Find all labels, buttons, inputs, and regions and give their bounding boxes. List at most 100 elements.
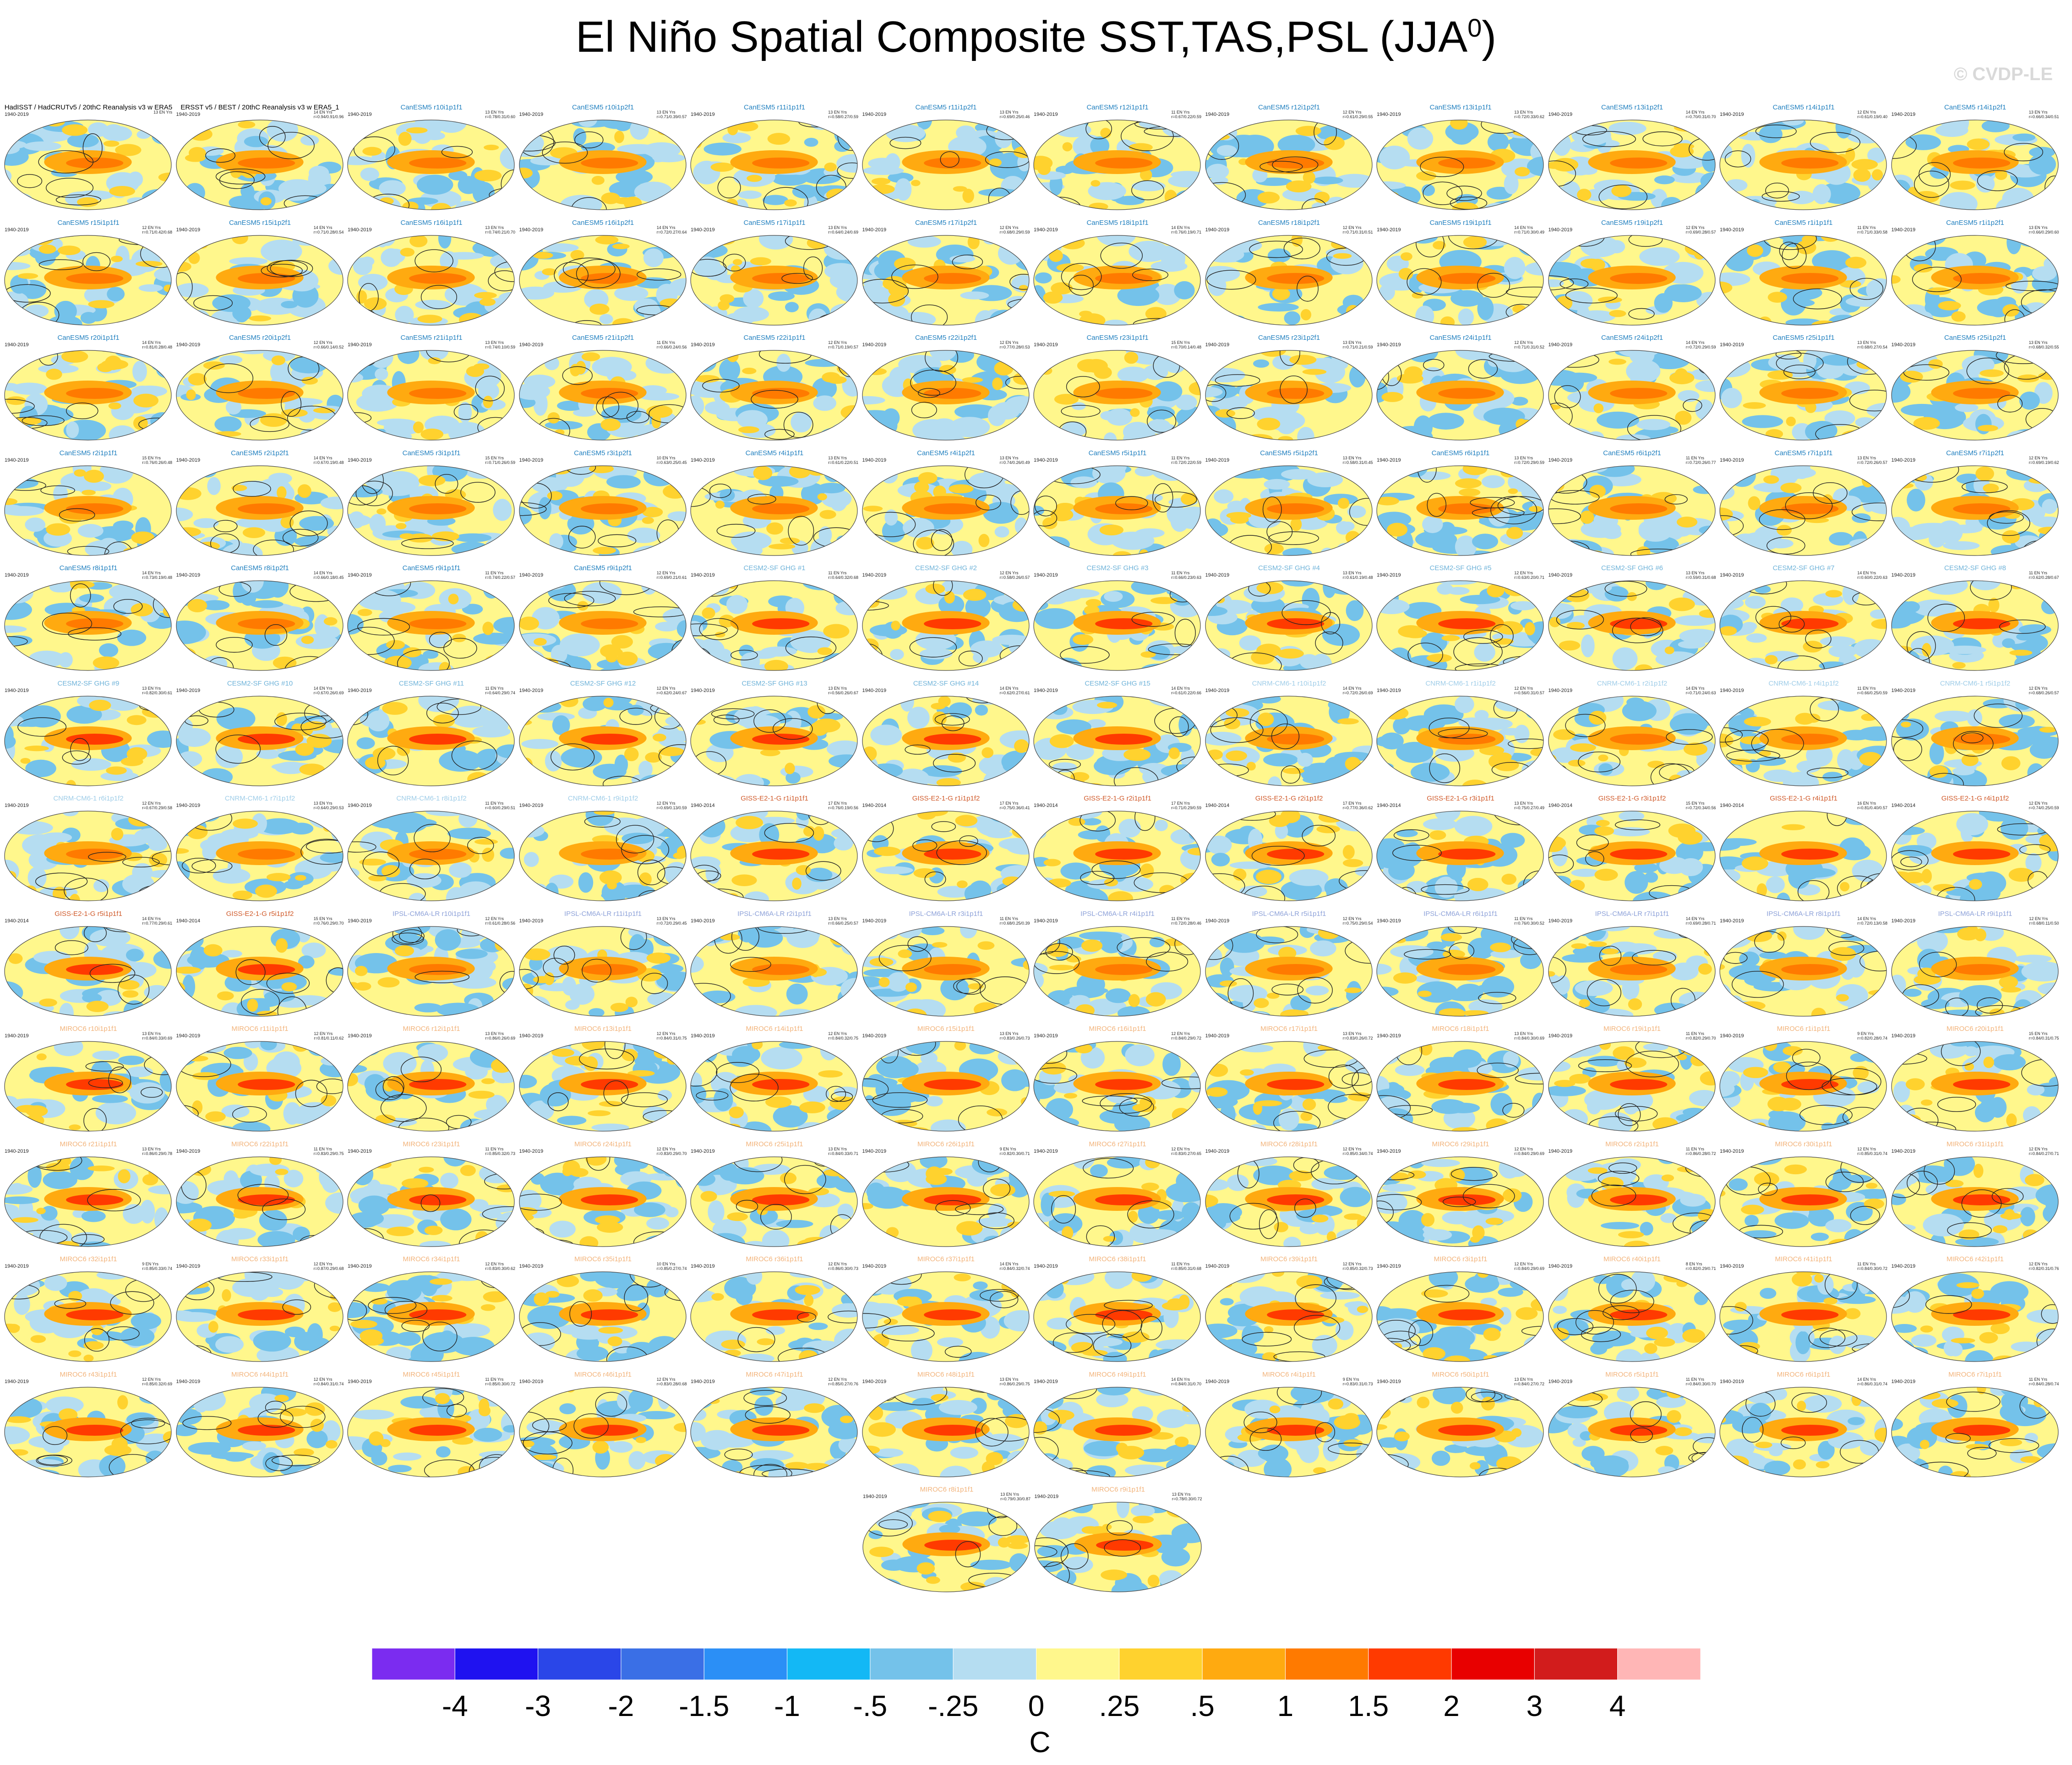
warm-anomaly [732, 259, 742, 265]
cool-anomaly [776, 354, 791, 372]
psl-contour [139, 701, 171, 712]
map-outline [518, 580, 687, 671]
cool-anomaly [308, 165, 329, 180]
sst-map [1719, 811, 1887, 901]
cool-anomaly [1297, 752, 1313, 767]
cool-anomaly [473, 632, 514, 645]
warm-anomaly [1578, 999, 1590, 1008]
cool-anomaly [1981, 120, 2010, 132]
cool-anomaly [317, 313, 343, 325]
map-panel: CESM2-SF GHG #3 1940-2019 11 EN Yrs r=0.66… [1033, 564, 1202, 672]
warm-anomaly [39, 998, 57, 1007]
warm-anomaly [1452, 202, 1479, 210]
sst-map [1033, 695, 1201, 786]
cool-anomaly [862, 877, 875, 901]
cool-anomaly [875, 866, 913, 874]
sst-map [1376, 234, 1544, 326]
warm-anomaly [918, 472, 938, 484]
warm-anomaly [911, 180, 921, 186]
cool-anomaly [1331, 351, 1352, 363]
map-outline [1891, 120, 2059, 210]
cool-anomaly [1415, 305, 1434, 325]
cool-anomaly [5, 998, 29, 1010]
cool-anomaly [643, 248, 664, 267]
psl-contour [355, 480, 393, 506]
cool-anomaly [1840, 932, 1880, 941]
panel-stats: 17 EN Yrs r=0.76/0.19/0.56 [828, 801, 858, 811]
cool-anomaly [5, 200, 34, 210]
cool-anomaly [1846, 811, 1876, 820]
cool-anomaly [1867, 235, 1886, 251]
warm-anomaly [128, 812, 154, 827]
cool-anomaly [289, 823, 313, 835]
panel-years: 1940-2019 [1891, 687, 1916, 693]
warm-anomaly [1219, 980, 1237, 986]
cool-anomaly [1948, 524, 1982, 534]
warm-anomaly [428, 357, 441, 365]
panel-stats: 13 EN Yrs r=0.82/0.30/0.61 [142, 686, 172, 695]
nino-core [237, 158, 295, 169]
psl-contour [837, 162, 857, 179]
cool-anomaly [1041, 589, 1070, 605]
cool-anomaly [792, 185, 818, 199]
cool-anomaly [818, 482, 845, 493]
warm-anomaly [1836, 994, 1849, 1002]
cool-anomaly [375, 368, 388, 381]
cool-anomaly [541, 243, 579, 252]
cool-anomaly [1034, 651, 1051, 662]
cool-anomaly [523, 996, 551, 1016]
cool-anomaly [480, 120, 507, 130]
map-panel: CanESM5 r25i1p1f1 1940-2019 13 EN Yrs r=0.… [1719, 334, 1888, 442]
panel-years: 1940-2019 [176, 227, 201, 233]
warm-anomaly [1747, 244, 1763, 257]
warm-anomaly [805, 1010, 829, 1016]
cool-anomaly [825, 350, 857, 360]
cool-anomaly [444, 251, 484, 260]
panel-stats: 11 EN Yrs r=0.60/0.29/0.51 [485, 801, 515, 811]
cool-anomaly [1360, 927, 1372, 942]
cool-anomaly [1423, 818, 1457, 830]
warm-anomaly [1777, 524, 1792, 536]
cool-anomaly [1167, 503, 1185, 524]
cool-anomaly [25, 517, 46, 532]
sst-map [347, 350, 515, 441]
cool-anomaly [397, 350, 420, 364]
panel-stats: 12 EN Yrs r=0.68/0.11/0.50 [2029, 916, 2059, 926]
panel-years: 1940-2019 [691, 342, 715, 348]
panel-title: CanESM5 r19i1p1f1 [1429, 218, 1492, 227]
cool-anomaly [1105, 988, 1131, 1003]
warm-anomaly [978, 534, 989, 547]
cool-anomaly [1283, 311, 1300, 325]
psl-contour [70, 583, 91, 608]
warm-anomaly [1099, 524, 1123, 535]
cool-anomaly [525, 542, 548, 556]
cool-anomaly [1745, 595, 1766, 609]
warm-anomaly [1220, 350, 1235, 359]
map-outline [347, 465, 515, 556]
sst-map [518, 234, 687, 326]
warm-anomaly [1383, 581, 1399, 588]
cool-anomaly [1182, 314, 1200, 325]
panel-years: 1940-2019 [1720, 687, 1744, 693]
psl-contour [911, 402, 937, 419]
warm-anomaly [150, 237, 168, 250]
map-panel: CESM2-SF GHG #2 1940-2019 12 EN Yrs r=0.58… [862, 564, 1031, 672]
panel-stats: 14 EN Yrs r=0.70/0.31/0.70 [1685, 110, 1716, 120]
map-panel: CanESM5 r24i1p1f1 1940-2019 12 EN Yrs r=0.… [1376, 334, 1545, 442]
panel-years: 1940-2019 [519, 342, 544, 348]
cool-anomaly [1132, 180, 1166, 191]
warm-anomaly [769, 543, 796, 550]
warm-anomaly [1384, 191, 1400, 202]
nino-core [580, 618, 638, 629]
cool-anomaly [458, 811, 478, 828]
warm-anomaly [662, 484, 686, 499]
psl-contour [1779, 241, 1799, 260]
cool-anomaly [131, 248, 160, 272]
sst-map [175, 234, 344, 326]
cool-anomaly [1010, 1000, 1029, 1016]
cool-anomaly [786, 927, 819, 948]
cool-anomaly [916, 120, 932, 130]
cool-anomaly [93, 879, 109, 893]
warm-anomaly [1504, 582, 1527, 596]
warm-anomaly [1853, 168, 1871, 182]
